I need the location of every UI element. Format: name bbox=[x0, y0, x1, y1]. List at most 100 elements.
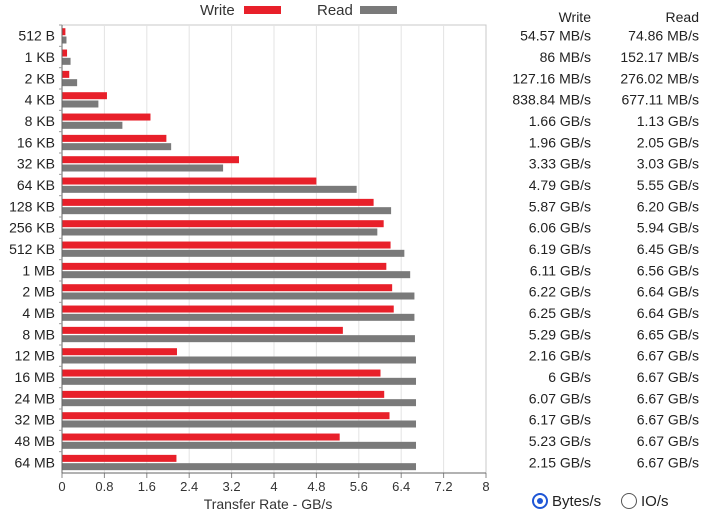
write-bar bbox=[62, 348, 177, 356]
category-label: 2 KB bbox=[25, 70, 55, 86]
write-bar bbox=[62, 433, 340, 441]
bytes-per-second-option[interactable]: Bytes/s bbox=[532, 490, 601, 512]
read-bar bbox=[62, 185, 357, 193]
x-tick-label: 4.8 bbox=[307, 479, 325, 494]
legend-read-swatch bbox=[360, 6, 397, 14]
category-label: 64 MB bbox=[15, 454, 55, 470]
bytes-option-label: Bytes/s bbox=[552, 492, 602, 510]
write-bar bbox=[62, 28, 66, 36]
read-bar bbox=[62, 377, 417, 385]
read-bar bbox=[62, 463, 417, 471]
read-value: 5.55 GB/s bbox=[637, 177, 699, 193]
read-bar bbox=[62, 356, 417, 364]
read-bar bbox=[62, 292, 415, 300]
write-bar bbox=[62, 390, 385, 398]
category-label: 4 KB bbox=[25, 92, 55, 108]
read-column-header: Read bbox=[666, 9, 699, 25]
read-bar bbox=[62, 100, 99, 108]
category-label: 256 KB bbox=[9, 220, 55, 236]
category-label: 12 MB bbox=[15, 348, 55, 364]
read-value: 1.13 GB/s bbox=[637, 113, 699, 129]
write-column-header: Write bbox=[559, 9, 592, 25]
read-bar bbox=[62, 420, 417, 428]
write-value: 5.87 GB/s bbox=[529, 198, 591, 214]
legend-write-swatch bbox=[244, 6, 281, 14]
write-bar bbox=[62, 49, 68, 57]
category-label: 32 MB bbox=[15, 412, 55, 428]
read-value: 677.11 MB/s bbox=[621, 92, 699, 108]
write-bar bbox=[62, 454, 177, 462]
category-label: 1 MB bbox=[22, 262, 55, 278]
write-value: 6.06 GB/s bbox=[529, 220, 591, 236]
read-value: 276.02 MB/s bbox=[620, 70, 699, 86]
write-value: 838.84 MB/s bbox=[512, 92, 591, 108]
read-bar bbox=[62, 249, 405, 257]
category-label: 8 MB bbox=[22, 326, 55, 342]
x-tick-label: 2.4 bbox=[180, 479, 198, 494]
write-value: 2.15 GB/s bbox=[529, 454, 591, 470]
read-bar bbox=[62, 164, 224, 172]
bytes-radio-button[interactable] bbox=[532, 493, 548, 509]
category-label: 128 KB bbox=[9, 198, 55, 214]
write-bar bbox=[62, 262, 387, 270]
category-label: 24 MB bbox=[15, 390, 55, 406]
category-label: 1 KB bbox=[25, 49, 55, 65]
read-bar bbox=[62, 335, 415, 343]
write-value: 5.29 GB/s bbox=[529, 326, 591, 342]
read-value: 5.94 GB/s bbox=[637, 220, 699, 236]
x-tick-label: 0 bbox=[58, 479, 65, 494]
write-value: 6 GB/s bbox=[548, 369, 591, 385]
read-value: 6.45 GB/s bbox=[637, 241, 699, 257]
category-label: 32 KB bbox=[17, 156, 55, 172]
read-bar bbox=[62, 271, 411, 279]
category-label: 48 MB bbox=[15, 433, 55, 449]
write-value: 1.96 GB/s bbox=[529, 134, 591, 150]
write-value: 1.66 GB/s bbox=[529, 113, 591, 129]
x-tick-label: 0.8 bbox=[95, 479, 113, 494]
legend-read-label: Read bbox=[317, 2, 353, 19]
read-bar bbox=[62, 57, 71, 65]
x-tick-label: 1.6 bbox=[138, 479, 156, 494]
write-bar bbox=[62, 113, 151, 121]
write-bar bbox=[62, 220, 384, 228]
write-bar bbox=[62, 305, 394, 313]
write-bar bbox=[62, 241, 391, 249]
io-radio-button[interactable] bbox=[621, 493, 637, 509]
read-bar bbox=[62, 121, 123, 129]
read-value: 6.67 GB/s bbox=[637, 348, 699, 364]
write-bar bbox=[62, 177, 317, 185]
write-value: 54.57 MB/s bbox=[520, 28, 591, 44]
legend-write-label: Write bbox=[200, 2, 235, 19]
read-bar bbox=[62, 313, 415, 321]
read-value: 74.86 MB/s bbox=[628, 28, 699, 44]
read-bar bbox=[62, 399, 417, 407]
write-value: 6.17 GB/s bbox=[529, 412, 591, 428]
io-per-second-option[interactable]: IO/s bbox=[621, 490, 669, 512]
read-value: 6.20 GB/s bbox=[637, 198, 699, 214]
read-bar bbox=[62, 207, 392, 215]
category-label: 16 MB bbox=[15, 369, 55, 385]
read-value: 6.56 GB/s bbox=[637, 262, 699, 278]
read-value: 152.17 MB/s bbox=[620, 49, 699, 65]
read-bar bbox=[62, 143, 172, 151]
write-value: 4.79 GB/s bbox=[529, 177, 591, 193]
x-tick-label: 4 bbox=[270, 479, 277, 494]
x-tick-label: 8 bbox=[482, 479, 489, 494]
read-value: 3.03 GB/s bbox=[637, 156, 699, 172]
io-option-label: IO/s bbox=[641, 492, 669, 510]
x-tick-label: 6.4 bbox=[392, 479, 410, 494]
write-value: 86 MB/s bbox=[540, 49, 591, 65]
category-label: 512 B bbox=[18, 28, 55, 44]
category-label: 16 KB bbox=[17, 134, 55, 150]
read-value: 6.67 GB/s bbox=[637, 412, 699, 428]
write-bar bbox=[62, 198, 374, 206]
write-bar bbox=[62, 134, 167, 142]
read-value: 6.67 GB/s bbox=[637, 390, 699, 406]
write-value: 2.16 GB/s bbox=[529, 348, 591, 364]
read-value: 6.65 GB/s bbox=[637, 326, 699, 342]
write-value: 5.23 GB/s bbox=[529, 433, 591, 449]
category-label: 64 KB bbox=[17, 177, 55, 193]
write-bar bbox=[62, 369, 381, 377]
read-value: 6.67 GB/s bbox=[637, 433, 699, 449]
